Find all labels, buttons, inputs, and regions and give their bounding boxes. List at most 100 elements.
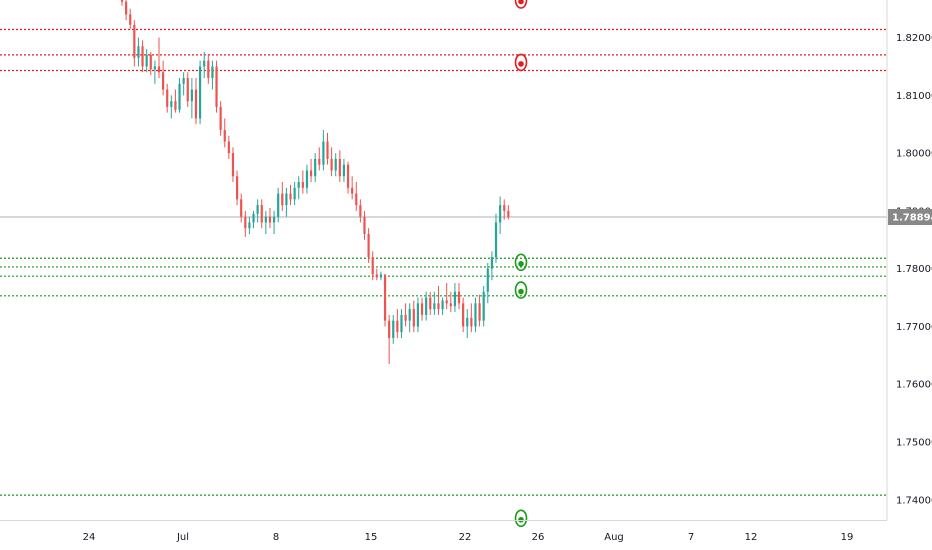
candle <box>141 40 144 73</box>
candle-body <box>330 158 333 171</box>
candle-body <box>314 158 317 177</box>
candle <box>318 147 321 171</box>
candle-body <box>174 101 177 110</box>
candle <box>190 78 193 119</box>
candle <box>293 182 296 206</box>
candle-body <box>346 164 350 188</box>
candle <box>314 153 317 182</box>
candle-body <box>355 193 358 206</box>
candle-body <box>445 300 448 304</box>
candle <box>301 170 304 194</box>
candle-body <box>240 199 243 217</box>
marker-dot <box>518 516 524 523</box>
candle-body <box>388 320 391 338</box>
candle-body <box>408 309 411 321</box>
candle-body <box>157 66 161 73</box>
candle-body <box>264 216 267 223</box>
candle-body <box>223 130 226 142</box>
candle-body <box>425 297 428 315</box>
candle <box>194 78 198 125</box>
candle-body <box>162 72 165 90</box>
candle <box>470 303 473 333</box>
candle <box>375 268 378 281</box>
candle <box>182 72 185 96</box>
candle <box>482 286 485 327</box>
candle <box>494 213 498 263</box>
candle-body <box>396 320 399 333</box>
time-axis[interactable]: 24 Jul 8 15 22 26 Aug 7 12 19 <box>83 532 854 543</box>
candle-body <box>322 141 325 165</box>
marker-dot <box>518 0 524 5</box>
candle-body <box>211 66 214 78</box>
candle-body <box>301 182 304 188</box>
price-tick-label: 1.81000 <box>896 91 932 102</box>
candle-body <box>363 216 366 234</box>
candles-layer <box>120 0 510 364</box>
candle <box>203 52 206 78</box>
time-tick-label: 26 <box>532 532 545 543</box>
candle <box>198 60 202 125</box>
candle <box>396 309 399 338</box>
candle <box>445 283 448 310</box>
candle <box>412 300 415 333</box>
candle-body <box>244 216 247 229</box>
markers-layer <box>514 0 528 528</box>
time-tick-label: 19 <box>841 532 854 543</box>
candle-body <box>494 222 498 258</box>
candle-body <box>441 300 444 310</box>
last-price-tag-bg <box>888 209 932 226</box>
candle <box>449 291 452 312</box>
candle <box>285 187 288 217</box>
green-circle-marker-icon <box>514 281 528 299</box>
candle-body <box>149 54 152 70</box>
candle-body <box>379 274 383 278</box>
candle <box>441 297 444 315</box>
candle-body <box>289 193 292 200</box>
candle-body <box>400 314 403 333</box>
candle-body <box>351 187 354 194</box>
price-tick-label: 1.78000 <box>896 264 932 275</box>
time-tick-label: 7 <box>688 532 694 543</box>
candle-body <box>186 78 189 102</box>
candle <box>256 199 259 223</box>
candle <box>272 210 276 234</box>
price-tick-label: 1.74000 <box>896 495 932 506</box>
candle <box>388 314 391 364</box>
candle <box>153 60 156 84</box>
candle <box>371 251 374 281</box>
candle-body <box>305 170 309 188</box>
candle <box>429 291 432 315</box>
candle <box>503 199 506 220</box>
candle-body <box>478 303 481 321</box>
candle <box>170 95 173 119</box>
candle <box>145 49 148 73</box>
candle-body <box>334 158 337 171</box>
candle <box>507 205 510 220</box>
time-tick-label: 12 <box>745 532 758 543</box>
candle-body <box>190 89 193 102</box>
candle-body <box>462 303 465 327</box>
candle-body <box>178 83 181 110</box>
red-circle-marker-icon <box>514 53 528 72</box>
candle-body <box>256 205 259 214</box>
candle <box>474 297 477 333</box>
candle <box>367 228 370 263</box>
candle-body <box>293 187 296 200</box>
candle-body <box>145 54 148 67</box>
candle-body <box>383 274 387 321</box>
candle <box>305 164 309 194</box>
candle-body <box>133 24 136 58</box>
candle-body <box>153 66 156 70</box>
candle <box>499 196 502 234</box>
candle <box>260 199 263 229</box>
time-tick-label: 22 <box>459 532 472 543</box>
candle <box>252 210 255 229</box>
candle <box>268 208 272 229</box>
candle-body <box>359 205 362 217</box>
marker-dot <box>518 261 524 267</box>
candle-body <box>507 210 510 218</box>
candle-body <box>194 89 198 119</box>
